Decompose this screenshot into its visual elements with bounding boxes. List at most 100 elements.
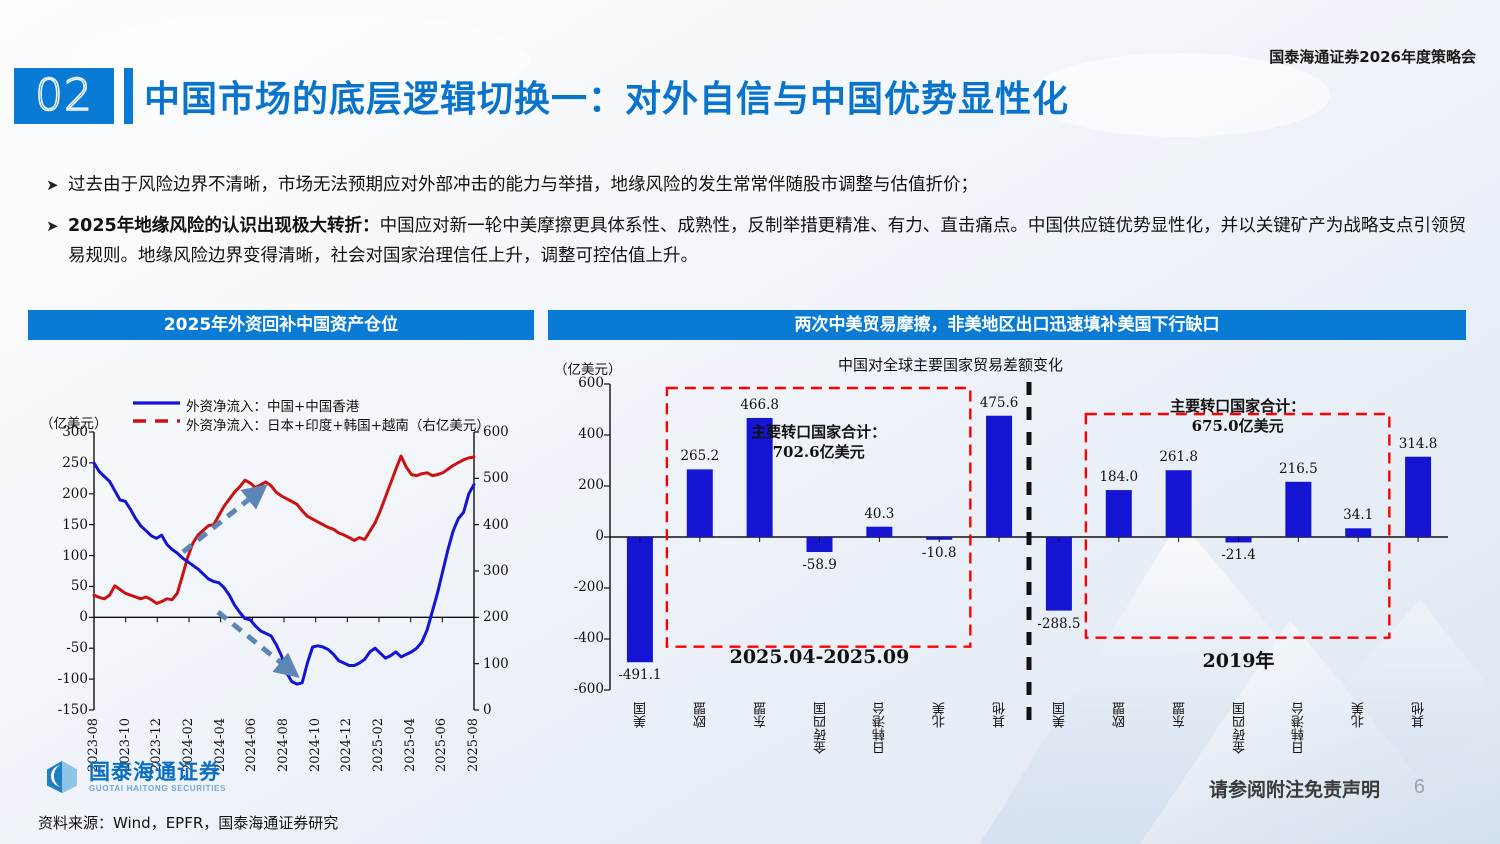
foreign-capital-flow-chart: 300 250 200 150 100 50 0 -50 -100 -150 600 500 400 30…	[28, 340, 534, 772]
bar-category-label: 东盟	[1172, 702, 1188, 728]
bar	[1405, 456, 1432, 537]
logo-text-en: GUOTAI HAITONG SECURITIES	[89, 783, 227, 793]
bullet-marker-icon: ➤	[46, 176, 59, 194]
highlight-annotation: 主要转口国家合计： 702.6亿美元	[709, 422, 929, 463]
bar	[686, 469, 713, 537]
bar	[806, 537, 833, 553]
bullet-text-rich: 2025年地缘风险的认识出现极大转折：中国应对新一轮中美摩擦更具体系性、成熟性，…	[68, 211, 1466, 272]
right-chart-panel: 两次中美贸易摩擦，非美地区出口迅速填补美国下行缺口 600 400 200 0 -200…	[548, 310, 1466, 754]
trade-balance-bar-chart: 600 400 200 0 -200 -400 -600 -491.1 美国 265.2 欧盟 466…	[548, 340, 1466, 754]
unit-label: （亿美元）	[554, 362, 622, 378]
left-chart-panel: 2025年外资回补中国资产仓位 300 250 200 150 100 50 0 -50 -10…	[28, 310, 534, 772]
y-tick-left: -100	[57, 671, 88, 688]
y-tick-right: 400	[483, 516, 509, 533]
bar-value-label: 475.6	[979, 394, 1019, 411]
source-note: 资料来源：Wind，EPFR，国泰海通证券研究	[38, 814, 339, 832]
y-tick: -400	[573, 630, 604, 646]
bar-category-label: 日韩港台	[1292, 702, 1308, 754]
bar	[626, 537, 653, 663]
legend-label-0: 外资净流入：中国+中国香港	[186, 399, 360, 415]
y-tick: 600	[578, 375, 604, 391]
bar-value-label: 40.3	[864, 505, 895, 522]
downtrend-arrow-icon	[216, 610, 300, 678]
y-tick-right: 100	[483, 655, 509, 672]
slide-header: 02 中国市场的底层逻辑切换一：对外自信与中国优势显性化 国泰海通证券2026年…	[0, 48, 1500, 132]
y-tick-left: 250	[62, 454, 88, 471]
x-tick-label: 2024-06	[244, 718, 260, 773]
bar-category-label: 美国	[633, 702, 649, 728]
x-tick-label: 2025-04	[402, 718, 418, 773]
x-tick-label: 2025-02	[371, 718, 386, 773]
y-tick-left: 200	[62, 485, 88, 502]
y-tick-left: 150	[62, 516, 88, 533]
left-chart-svg	[89, 401, 479, 711]
section-number-text: 02	[34, 69, 93, 122]
bar-value-label: -21.4	[1221, 547, 1256, 564]
bar	[986, 415, 1013, 537]
highlight-annotation-line2: 675.0亿美元	[1191, 417, 1284, 436]
bar-category-label: 东盟	[753, 702, 769, 728]
y-tick: 400	[578, 426, 604, 442]
period-label: 2019年	[1202, 650, 1275, 672]
legend-label-1: 外资净流入：日本+印度+韩国+越南（右亿美元）	[186, 418, 490, 434]
bar-category-label: 其他	[1412, 702, 1428, 728]
bar-category-label: 日韩港台	[873, 702, 889, 754]
bar-value-label: 265.2	[680, 448, 720, 465]
y-tick-right: 600	[483, 424, 509, 440]
bar-value-label: -10.8	[921, 544, 957, 561]
x-tick-label: 2024-08	[276, 718, 291, 773]
logo-text-cn: 国泰海通证券	[89, 760, 221, 785]
logo-mark-icon	[47, 761, 77, 793]
y-tick-right: 500	[483, 470, 509, 487]
y-tick: 200	[578, 477, 604, 493]
bar-category-label: 金砖四国	[813, 702, 829, 754]
y-tick-left: 50	[70, 578, 88, 595]
y-tick: 0	[595, 528, 604, 544]
bar-value-label: 184.0	[1099, 469, 1139, 486]
highlight-annotation-line1: 主要转口国家合计：	[1170, 397, 1306, 415]
header-divider-bar	[124, 68, 133, 124]
page-number: 6	[1413, 776, 1425, 798]
highlight-annotation-line2: 702.6亿美元	[772, 443, 865, 462]
right-panel-header: 两次中美贸易摩擦，非美地区出口迅速填补美国下行缺口	[548, 310, 1466, 340]
y-tick: -600	[573, 681, 604, 697]
bar	[866, 526, 893, 537]
x-tick-label: 2025-06	[434, 718, 450, 773]
bar-value-label: 261.8	[1159, 449, 1198, 466]
unit-label-left: （亿美元）	[40, 416, 108, 432]
bar	[1285, 481, 1312, 537]
left-panel-header: 2025年外资回补中国资产仓位	[28, 310, 534, 340]
bullet-item: ➤ 2025年地缘风险的认识出现极大转折：中国应对新一轮中美摩擦更具体系性、成熟…	[46, 211, 1466, 272]
chart-title: 中国对全球主要国家贸易差额变化	[838, 356, 1064, 374]
bullet-text: 过去由于风险边界不清晰，市场无法预期应对外部冲击的能力与举措，地缘风险的发生常常…	[68, 175, 978, 195]
bar-value-label: -288.5	[1037, 615, 1081, 632]
y-tick-left: 100	[62, 547, 88, 564]
bar-value-label: 216.5	[1279, 460, 1318, 477]
highlight-annotation-line1: 主要转口国家合计：	[751, 423, 887, 441]
y-tick-left: 0	[79, 609, 88, 626]
bar	[746, 417, 773, 537]
y-tick-right: 200	[483, 609, 509, 626]
period-label: 2025.04-2025.09	[729, 646, 910, 668]
bullet-text: 中国应对新一轮中美摩擦更具体系性、成熟性，反制举措更精准、有力、直击痛点。中国供…	[68, 215, 1466, 267]
bar-category-label: 美国	[1052, 702, 1068, 728]
x-tick-label: 2025-08	[466, 718, 481, 773]
bar	[1105, 490, 1132, 537]
y-tick-left: -50	[66, 640, 88, 657]
bar-category-label: 北美	[1352, 702, 1368, 728]
y-tick: -200	[573, 579, 604, 595]
y-tick-left: 300	[62, 424, 88, 440]
bar-category-label: 欧盟	[693, 702, 709, 728]
x-tick-label: 2024-12	[339, 718, 355, 773]
bar-category-label: 金砖四国	[1232, 702, 1248, 754]
line-series	[92, 454, 476, 605]
bar-category-label: 欧盟	[1112, 702, 1128, 728]
bar	[1165, 470, 1192, 537]
bar-value-label: 466.8	[740, 396, 779, 413]
bar	[1045, 537, 1072, 611]
brand-event-label: 国泰海通证券2026年度策略会	[1269, 48, 1476, 66]
uptrend-arrow-icon	[181, 484, 268, 554]
page-title: 中国市场的底层逻辑切换一：对外自信与中国优势显性化	[144, 79, 1070, 120]
bullet-item: ➤ 过去由于风险边界不清晰，市场无法预期应对外部冲击的能力与举措，地缘风险的发生…	[46, 170, 1466, 201]
bullet-bold-lead: 2025年地缘风险的认识出现极大转折：	[68, 215, 380, 236]
